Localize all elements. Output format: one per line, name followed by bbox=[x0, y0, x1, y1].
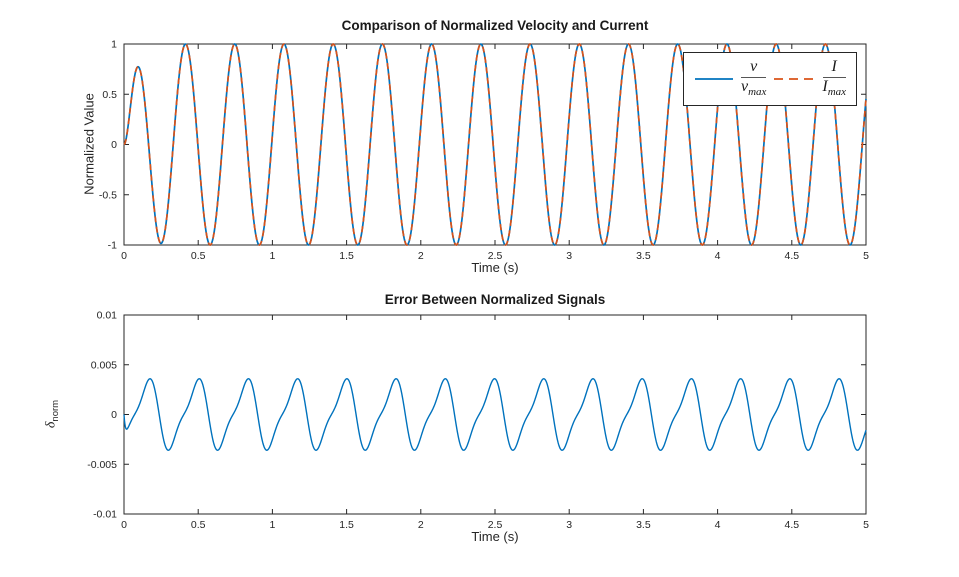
top-chart-ylabel: Normalized Value bbox=[81, 93, 97, 195]
legend-box[interactable]: v vmax I Imax bbox=[683, 52, 857, 106]
top-chart-xlabel: Time (s) bbox=[471, 260, 519, 275]
bottom-chart-title: Error Between Normalized Signals bbox=[384, 292, 606, 307]
chart-0-xtick-label: 4.5 bbox=[784, 250, 799, 262]
legend-current-numerator: I bbox=[822, 58, 846, 79]
chart-1-ytick-label: -0.01 bbox=[93, 509, 117, 521]
chart-1-ytick-label: 0 bbox=[111, 409, 117, 421]
chart-1-xtick-label: 2 bbox=[418, 519, 424, 531]
chart-1-xtick-label: 4 bbox=[715, 519, 721, 531]
chart-1-xtick-label: 3.5 bbox=[636, 519, 651, 531]
bottom-chart-ylabel: δnorm bbox=[43, 399, 61, 429]
chart-0-xtick-label: 3 bbox=[566, 250, 572, 262]
top-chart-title: Comparison of Normalized Velocity and Cu… bbox=[341, 18, 649, 33]
chart-1-xtick-label: 0 bbox=[121, 519, 127, 531]
legend-velocity-fraction: v vmax bbox=[740, 58, 767, 99]
legend-velocity-numerator: v bbox=[741, 58, 767, 79]
chart-0-ytick-label: -0.5 bbox=[99, 189, 117, 201]
chart-1-xtick-label: 1 bbox=[269, 519, 275, 531]
chart-0-xtick-label: 0.5 bbox=[191, 250, 206, 262]
chart-1-xtick-label: 1.5 bbox=[339, 519, 354, 531]
chart-0-ytick-label: 1 bbox=[111, 39, 117, 51]
chart-0-xtick-label: 2 bbox=[418, 250, 424, 262]
chart-0-xtick-label: 1.5 bbox=[339, 250, 354, 262]
chart-0-ytick-label: 0.5 bbox=[102, 89, 117, 101]
chart-1-xtick-label: 5 bbox=[863, 519, 869, 531]
chart-1-xtick-label: 0.5 bbox=[191, 519, 206, 531]
chart-1-series-0-line bbox=[123, 378, 867, 451]
chart-0-xtick-label: 1 bbox=[269, 250, 275, 262]
chart-0-xtick-label: 2.5 bbox=[488, 250, 503, 262]
chart-1-ytick-label: 0.01 bbox=[97, 310, 118, 322]
chart-1-xtick-label: 4.5 bbox=[784, 519, 799, 531]
chart-1-xtick-label: 3 bbox=[566, 519, 572, 531]
chart-0-xtick-label: 5 bbox=[863, 250, 869, 262]
chart-0-ytick-label: -1 bbox=[108, 240, 117, 252]
chart-0-series-1-line bbox=[123, 43, 867, 246]
chart-0-xtick-label: 3.5 bbox=[636, 250, 651, 262]
chart-1-ytick-label: -0.005 bbox=[87, 459, 117, 471]
legend-velocity-denominator: vmax bbox=[740, 78, 767, 99]
chart-1-xtick-label: 2.5 bbox=[488, 519, 503, 531]
legend-velocity-line-sample bbox=[694, 78, 733, 80]
chart-1-ytick-label: 0.005 bbox=[91, 359, 117, 371]
bottom-chart-xlabel: Time (s) bbox=[471, 529, 519, 544]
chart-0-xtick-label: 4 bbox=[715, 250, 721, 262]
chart-0-ytick-label: 0 bbox=[111, 139, 117, 151]
legend-current-denominator: Imax bbox=[822, 78, 847, 99]
chart-0-xtick-label: 0 bbox=[121, 250, 127, 262]
legend-current-line-sample bbox=[774, 78, 815, 80]
legend-current-fraction: I Imax bbox=[822, 58, 847, 99]
chart-1-axes-box bbox=[123, 314, 867, 515]
